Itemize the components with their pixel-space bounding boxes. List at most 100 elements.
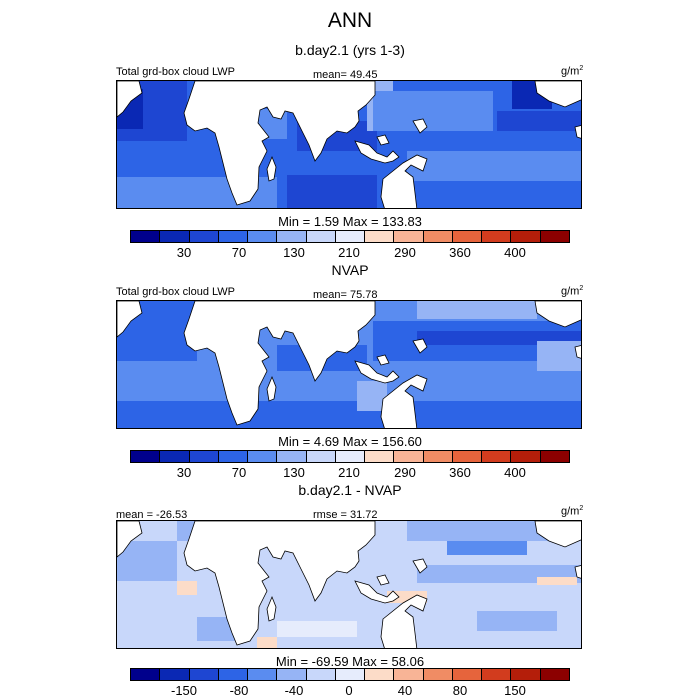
map-field-region [477, 611, 557, 631]
colorbar-tick-label: 130 [283, 245, 305, 260]
panel-model-map [116, 80, 582, 209]
panel-obs-minmax: Min = 4.69 Max = 156.60 [278, 434, 422, 449]
map-field-region [277, 621, 357, 637]
colorbar-tick-label: 210 [338, 245, 360, 260]
colorbar-swatch [335, 231, 366, 242]
panel-diff-title: b.day2.1 - NVAP [298, 482, 402, 498]
panel-model-colorbar [130, 230, 570, 243]
colorbar-tick-label: 150 [504, 683, 526, 698]
colorbar-tick-label: 130 [283, 465, 305, 480]
colorbar-swatch [482, 669, 512, 680]
colorbar-swatch [189, 231, 219, 242]
panel-diff-map [116, 520, 582, 649]
colorbar-swatch [248, 669, 278, 680]
colorbar-swatch [511, 451, 541, 462]
colorbar-swatch [218, 669, 249, 680]
panel-model-variable-label: Total grd-box cloud LWP [116, 66, 236, 78]
colorbar-swatch [248, 231, 278, 242]
colorbar-swatch [131, 451, 161, 462]
panel-model-units: g/m2 [561, 65, 584, 78]
colorbar-tick-label: 30 [176, 465, 192, 480]
colorbar-swatch [218, 451, 249, 462]
colorbar-tick-label: 360 [449, 245, 471, 260]
colorbar-swatch [540, 669, 569, 680]
colorbar-swatch [394, 451, 424, 462]
colorbar-swatch [482, 451, 512, 462]
panel-diff-rmse: rmse = 31.72 [313, 509, 378, 521]
colorbar-swatch [160, 669, 190, 680]
colorbar-swatch [335, 669, 366, 680]
map-field-region [117, 401, 581, 428]
colorbar-tick-label: 0 [345, 683, 353, 698]
panel-obs-colorbar [130, 450, 570, 463]
colorbar-tick-label: 70 [231, 465, 247, 480]
colorbar-swatch [189, 669, 219, 680]
colorbar-swatch [131, 231, 161, 242]
colorbar-swatch [423, 231, 453, 242]
colorbar-swatch [394, 231, 424, 242]
colorbar-swatch [277, 451, 307, 462]
colorbar-swatch [306, 451, 336, 462]
colorbar-tick-label: 290 [394, 245, 416, 260]
colorbar-swatch [452, 669, 483, 680]
panel-model-title: b.day2.1 (yrs 1-3) [295, 42, 405, 58]
panel-obs-map [116, 300, 582, 429]
colorbar-swatch [277, 669, 307, 680]
map-field-region [177, 581, 197, 595]
map-field-region [407, 151, 581, 181]
panel-obs-title: NVAP [331, 262, 369, 278]
colorbar-tick-label: 80 [452, 683, 468, 698]
colorbar-tick-label: 360 [449, 465, 471, 480]
main-title: ANN [327, 9, 373, 32]
panel-obs-variable-label: Total grd-box cloud LWP [116, 286, 236, 298]
colorbar-swatch [160, 451, 190, 462]
map-field-region [407, 521, 557, 541]
colorbar-swatch [131, 669, 161, 680]
colorbar-swatch [511, 669, 541, 680]
colorbar-tick-label: 400 [504, 465, 526, 480]
colorbar-tick-label: 30 [176, 245, 192, 260]
colorbar-swatch [365, 451, 395, 462]
colorbar-swatch [189, 451, 219, 462]
colorbar-swatch [365, 669, 395, 680]
colorbar-swatch [365, 231, 395, 242]
panel-diff-minmax: Min = -69.59 Max = 58.06 [275, 654, 425, 669]
map-field-region [287, 175, 377, 208]
colorbar-tick-label: -80 [229, 683, 249, 698]
colorbar-swatch [423, 451, 453, 462]
panel-model-minmax: Min = 1.59 Max = 133.83 [278, 214, 422, 229]
colorbar-swatch [218, 231, 249, 242]
panel-obs-units: g/m2 [561, 285, 584, 298]
colorbar-swatch [335, 451, 366, 462]
colorbar-tick-label: 210 [338, 465, 360, 480]
colorbar-swatch [394, 669, 424, 680]
map-field-region [117, 541, 177, 581]
colorbar-swatch [452, 451, 483, 462]
colorbar-swatch [306, 231, 336, 242]
colorbar-tick-label: 70 [231, 245, 247, 260]
map-field-region [537, 341, 581, 371]
panel-model-mean: mean= 49.45 [313, 69, 378, 81]
colorbar-tick-label: 400 [504, 245, 526, 260]
colorbar-swatch [452, 231, 483, 242]
colorbar-swatch [482, 231, 512, 242]
colorbar-swatch [248, 451, 278, 462]
colorbar-swatch [423, 669, 453, 680]
colorbar-tick-label: -40 [284, 683, 304, 698]
colorbar-swatch [306, 669, 336, 680]
colorbar-tick-label: -150 [170, 683, 198, 698]
panel-diff-colorbar [130, 668, 570, 681]
colorbar-tick-label: 290 [394, 465, 416, 480]
map-field-region [373, 91, 493, 131]
map-field-region [447, 541, 527, 555]
map-field-region [537, 577, 577, 585]
map-field-region [417, 301, 537, 319]
colorbar-swatch [540, 231, 569, 242]
colorbar-swatch [277, 231, 307, 242]
map-field-region [497, 111, 581, 131]
panel-diff-units: g/m2 [561, 505, 584, 518]
colorbar-swatch [511, 231, 541, 242]
colorbar-tick-label: 40 [397, 683, 413, 698]
map-field-region [257, 637, 277, 648]
panel-obs-mean: mean= 75.78 [313, 289, 378, 301]
